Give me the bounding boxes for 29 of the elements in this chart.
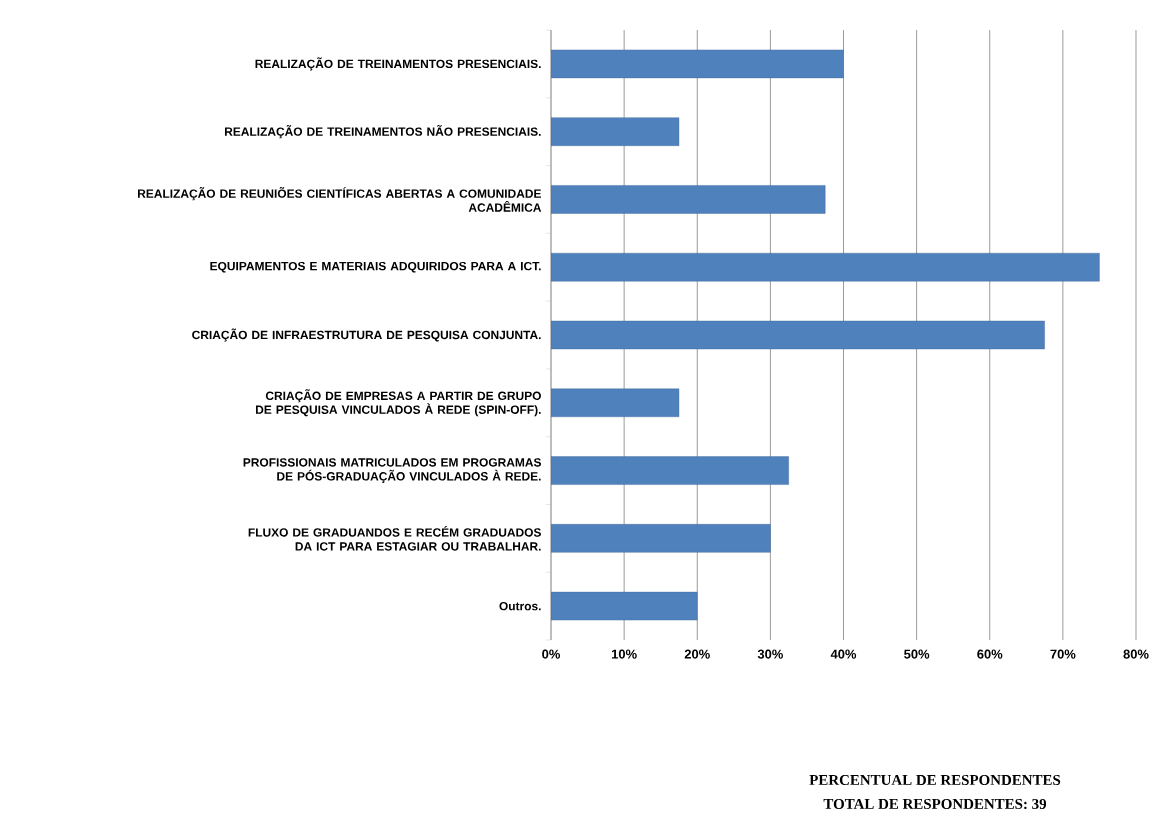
x-tick-label: 70% (1050, 649, 1076, 659)
x-tick-label: 20% (684, 649, 710, 659)
y-tick-label: FLUXO DE GRADUANDOS E RECÉM GRADUADOS DA ICT PARA ESTAGIAR OU TRABALHAR. (248, 526, 541, 551)
y-tick-label: PROFISSIONAIS MATRICULADOS EM PROGRAMAS DE PÓS-GRADUAÇÃO VINCULADOS À REDE. (243, 458, 541, 483)
x-tick-label: 50% (904, 649, 930, 659)
bar (551, 591, 698, 621)
y-tick-label: CRIAÇÃO DE EMPRESAS A PARTIR DE GRUPO DE PESQUISA VINCULADOS À REDE (SPIN-OFF). (255, 389, 541, 417)
x-tick-label: 80% (1123, 649, 1149, 659)
bar (551, 185, 826, 214)
bar (551, 253, 1100, 282)
x-tick-label: 10% (611, 649, 637, 659)
bar (551, 456, 789, 485)
x-tick-label: 0% (542, 649, 561, 659)
bar (551, 117, 680, 146)
y-tick-label: REALIZAÇÃO DE TREINAMENTOS PRESENCIAIS. (255, 57, 541, 71)
text: TOTAL DE RESPONDENTES: 39 (823, 798, 1047, 810)
bar (551, 320, 1045, 350)
y-tick-label: EQUIPAMENTOS E MATERIAIS ADQUIRIDOS PARA A ICT. (210, 261, 541, 273)
y-tick-label: CRIAÇÃO DE INFRAESTRUTURA DE PESQUISA CONJUNTA. (192, 328, 541, 342)
bar (551, 524, 771, 553)
y-tick-label: REALIZAÇÃO DE TREINAMENTOS NÃO PRESENCIAIS. (225, 125, 541, 139)
text: PERCENTUAL DE RESPONDENTES (809, 774, 1061, 786)
bar (551, 388, 680, 417)
bar (551, 49, 844, 79)
y-tick-label: Outros. (499, 601, 541, 611)
x-tick-label: 30% (757, 649, 783, 659)
y-tick-label: REALIZAÇÃO DE REUNIÕES CIENTÍFICAS ABERTAS A COMUNIDADE ACADÊMICA (138, 187, 542, 212)
x-tick-label: 60% (977, 649, 1003, 659)
x-tick-label: 40% (830, 649, 857, 659)
